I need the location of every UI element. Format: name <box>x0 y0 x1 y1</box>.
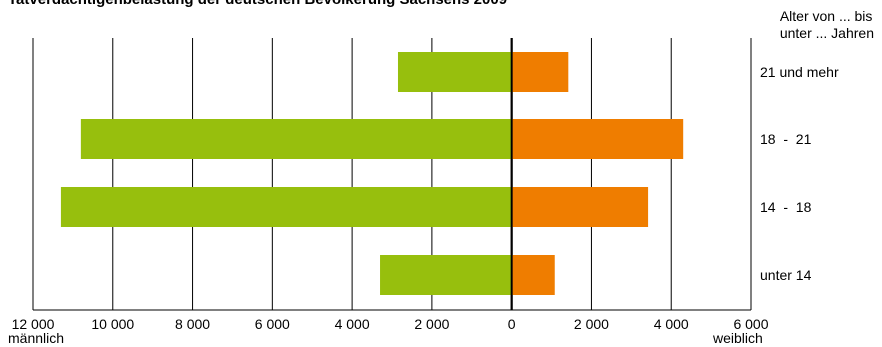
male-axis-label: männlich <box>8 330 65 346</box>
x-tick-label: 0 <box>508 316 516 332</box>
chart-title: Tatverdächtigenbelastung der deutschen B… <box>8 0 507 8</box>
x-tick-label: 4 000 <box>654 316 689 332</box>
x-tick-label: 10 000 <box>91 316 134 332</box>
x-tick-label: 12 000 <box>12 316 55 332</box>
bar-male <box>80 119 512 159</box>
category-label: 21 und mehr <box>760 64 839 80</box>
bar-male <box>60 187 512 227</box>
x-tick-label: 2 000 <box>414 316 449 332</box>
age-group-header-line-1: Alter von ... bis <box>779 8 873 24</box>
bar-male <box>397 52 512 92</box>
category-label: 18 - 21 <box>760 131 812 147</box>
age-group-header: Alter von ... bis unter ... Jahren <box>780 8 874 42</box>
bar-female <box>511 187 649 227</box>
x-tick-label: 2 000 <box>574 316 609 332</box>
x-tick-label: 8 000 <box>175 316 210 332</box>
category-label: 14 - 18 <box>760 199 812 215</box>
category-label: unter 14 <box>760 267 812 283</box>
bar-female <box>511 52 569 92</box>
bar-female <box>511 119 684 159</box>
bar-female <box>511 255 555 295</box>
x-tick-label: 6 000 <box>733 316 768 332</box>
x-tick-label: 6 000 <box>255 316 290 332</box>
x-tick-label: 4 000 <box>335 316 370 332</box>
age-group-header-line-2: unter ... Jahren <box>779 25 874 41</box>
female-axis-label: weiblich <box>713 330 763 346</box>
bar-male <box>380 255 512 295</box>
